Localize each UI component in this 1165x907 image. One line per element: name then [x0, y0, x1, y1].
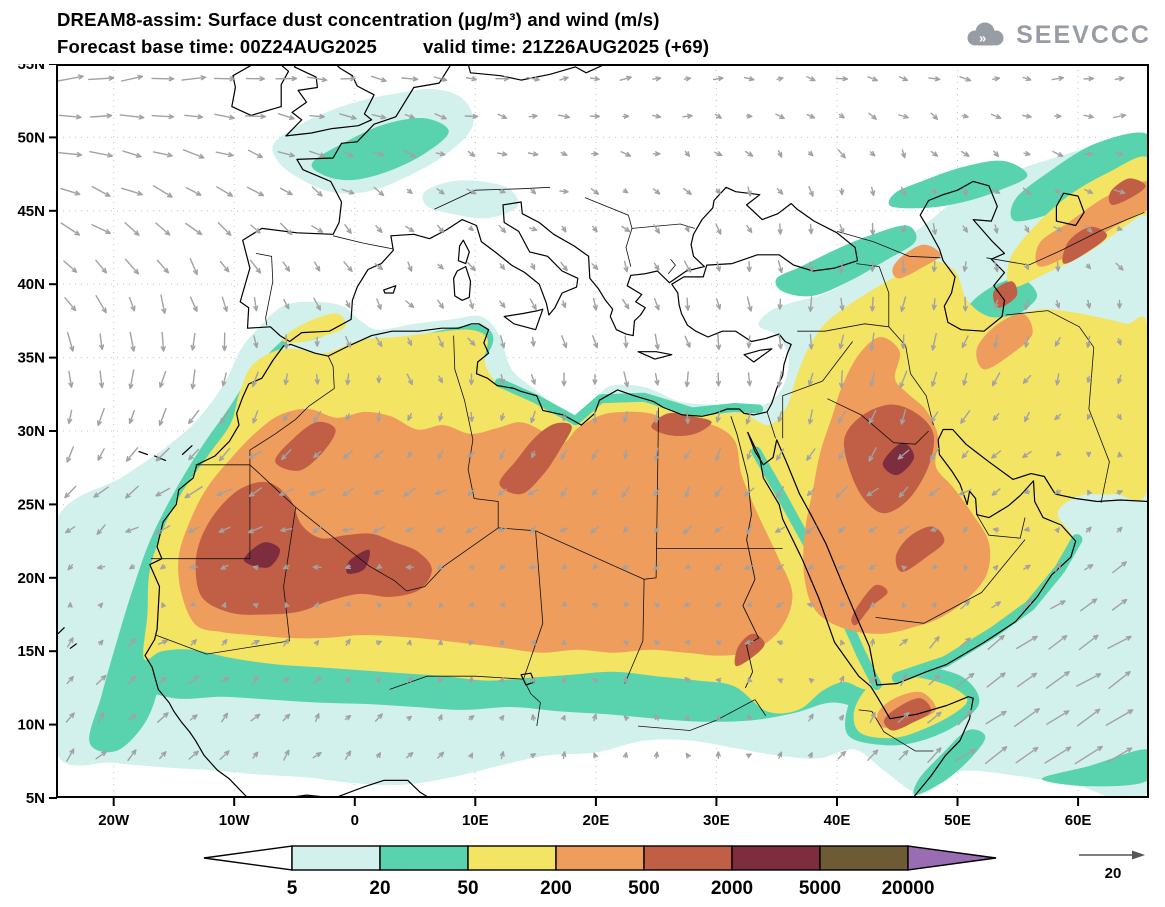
colorbar-arrow-right	[907, 845, 997, 871]
lat-axis-label: 20N	[17, 570, 45, 587]
contour-teal-atlantic	[89, 333, 293, 753]
wind-reference: 20	[1079, 850, 1145, 882]
lon-axis-label: 0	[351, 812, 359, 829]
cloud-icon: »	[967, 22, 1004, 46]
lat-axis-label: 15N	[17, 643, 45, 660]
wind-arrows-layer	[57, 74, 1134, 765]
logo-text: SEEVCCC	[1016, 20, 1151, 49]
colorbar-label: 20000	[882, 878, 935, 899]
colorbar-cell	[467, 845, 557, 871]
lon-axis-label: 10W	[219, 812, 251, 829]
lat-axis-label: 55N	[17, 64, 45, 73]
colorbar-cell	[555, 845, 645, 871]
colorbar-label: 200	[540, 878, 572, 899]
contour-teal-france	[311, 118, 449, 181]
lon-axis-label: 20E	[583, 812, 610, 829]
lat-axis-label: 45N	[17, 203, 45, 220]
contour-teal-caucasus	[775, 225, 917, 297]
colorbar-label: 20	[369, 878, 390, 899]
lon-axis-label: 30E	[703, 812, 730, 829]
colorbar-label: 5000	[799, 878, 841, 899]
contour-brick-yemen	[851, 584, 888, 626]
contour-brick-libya	[499, 422, 572, 495]
contour-brick-saudi-south	[895, 526, 945, 572]
wind-reference-label: 20	[1105, 865, 1122, 882]
chart-title: DREAM8-assim: Surface dust concentration…	[57, 9, 660, 30]
contour-teal-libya-coast	[494, 378, 764, 426]
contour-brick-egypt-coast	[651, 412, 712, 437]
contour-teal-north-caspian	[888, 160, 1028, 209]
lat-axis-label: 50N	[17, 129, 45, 146]
colorbar-label: 2000	[711, 878, 753, 899]
lat-axis-label: 40N	[17, 276, 45, 293]
forecast-base-time: Forecast base time: 00Z24AUG2025	[57, 36, 378, 57]
colorbar-label: 5	[287, 878, 298, 899]
contour-cyan-alps	[422, 180, 519, 219]
colorbar: 5 20 50 200 500 2000 5000 20000	[203, 845, 997, 899]
contour-salmon-iran	[976, 313, 1033, 370]
colorbar-cell	[731, 845, 821, 871]
contour-layer	[57, 88, 1148, 798]
lon-axis-label: 50E	[944, 812, 971, 829]
colorbar-cell	[379, 845, 469, 871]
lat-axis-label: 25N	[17, 496, 45, 513]
colorbar-cell	[819, 845, 909, 871]
colorbar-arrow-left	[203, 845, 293, 871]
lon-axis-label: 10E	[462, 812, 489, 829]
contour-maroon-mauritania	[243, 542, 281, 568]
lon-axis-label: 60E	[1065, 812, 1092, 829]
seevccc-logo: » SEEVCCC	[963, 20, 1151, 50]
contour-brick-atlas	[275, 421, 336, 471]
contour-brick-east-caspian	[992, 281, 1018, 308]
contour-brick-sudan	[734, 633, 765, 667]
wind-reference-arrowhead	[1132, 850, 1145, 860]
lat-axis-label: 10N	[17, 717, 45, 734]
svg-text:»: »	[979, 31, 986, 46]
map-canvas: 55N 50N 45N 40N 35N 30N 25N 20N 15N 10N 5N 20W 10W 0 1…	[17, 64, 1149, 829]
contour-teal-corner-ne	[1010, 132, 1148, 222]
chart-title-block: DREAM8-assim: Surface dust concentration…	[57, 6, 709, 60]
valid-time: valid time: 21Z26AUG2025 (+69)	[423, 36, 710, 57]
colorbar-cell	[291, 845, 381, 871]
contour-maroon-mali	[346, 549, 370, 574]
contour-teal-indian-band	[1041, 749, 1148, 787]
colorbar-label: 50	[457, 878, 478, 899]
lon-axis-label: 20W	[98, 812, 130, 829]
contour-brick-ne-2	[1108, 178, 1146, 206]
lat-axis-label: 35N	[17, 350, 45, 367]
chart-subtitle: Forecast base time: 00Z24AUG2025 valid ti…	[57, 33, 709, 60]
contour-brick-ne-1	[1062, 226, 1108, 264]
colorbar-cell	[643, 845, 733, 871]
contour-brick-mauritania-mali	[195, 481, 432, 615]
lat-axis-label: 30N	[17, 423, 45, 440]
contour-teal-somali-coast	[913, 729, 986, 796]
lat-axis-label: 5N	[26, 790, 45, 807]
lon-axis-label: 40E	[824, 812, 851, 829]
colorbar-label: 500	[628, 878, 660, 899]
